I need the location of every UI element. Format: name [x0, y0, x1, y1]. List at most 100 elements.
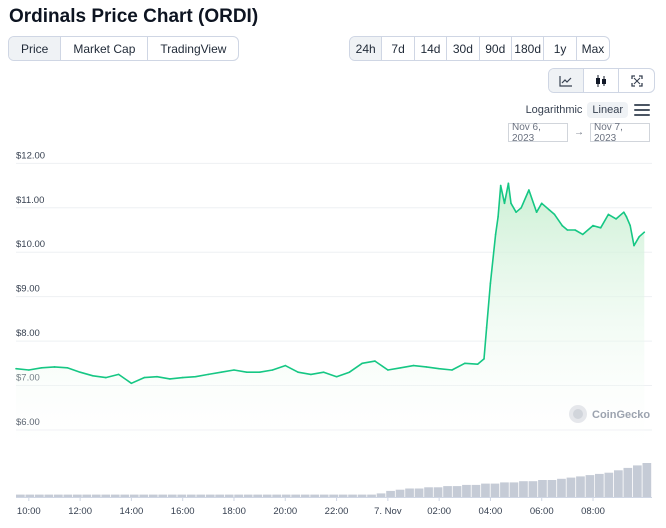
volume-bar	[595, 473, 604, 497]
price-point	[374, 360, 376, 362]
range-1y[interactable]: 1y	[544, 37, 577, 60]
volume-bar	[338, 494, 348, 497]
tab-market-cap[interactable]: Market Cap	[61, 37, 149, 60]
price-point	[633, 244, 635, 247]
volume-bar	[576, 476, 585, 497]
volume-bar	[91, 494, 101, 497]
volume-bar	[186, 494, 196, 497]
price-point	[540, 202, 543, 205]
price-point	[574, 229, 576, 231]
price-point	[535, 211, 538, 213]
volume-bar	[614, 470, 623, 497]
price-point	[335, 375, 338, 378]
price-point	[348, 371, 351, 374]
volume-bar	[73, 494, 82, 497]
volume-bar	[585, 475, 595, 497]
fullscreen-button[interactable]	[619, 69, 654, 92]
price-point	[515, 211, 517, 213]
volume-bar	[310, 494, 319, 497]
price-point	[207, 373, 210, 376]
volume-bar	[604, 472, 614, 497]
volume-bar	[386, 490, 395, 497]
view-tabs: Price Market Cap TradingView	[8, 36, 240, 61]
volume-bar	[566, 477, 576, 497]
y-tick-label: $9.00	[16, 284, 40, 295]
volume-bar	[110, 494, 120, 497]
volume-bar	[25, 494, 35, 497]
range-max[interactable]: Max	[581, 41, 605, 56]
candlestick-icon	[596, 74, 606, 87]
fullscreen-icon	[630, 74, 643, 87]
volume-bar	[167, 494, 177, 497]
scale-logarithmic[interactable]: Logarithmic	[525, 104, 583, 116]
x-tick-label: 14:00	[120, 506, 144, 517]
price-point	[169, 378, 171, 380]
scale-toggle: Logarithmic Linear	[521, 102, 650, 118]
range-30d[interactable]: 30d	[447, 37, 480, 60]
line-chart-button[interactable]	[549, 69, 584, 92]
price-point	[156, 375, 158, 378]
price-point	[53, 366, 56, 368]
menu-icon[interactable]	[634, 104, 650, 116]
x-tick-label: 10:00	[17, 506, 41, 517]
tab-price[interactable]: Price	[9, 37, 62, 60]
range-90d[interactable]: 90d	[480, 37, 512, 60]
price-point	[220, 371, 222, 374]
y-tick-label: $8.00	[16, 328, 40, 339]
volume-bar	[319, 494, 329, 497]
price-area	[16, 183, 645, 451]
tab-tradingview[interactable]: TradingView	[160, 41, 227, 56]
price-point	[528, 189, 530, 191]
volume-bar	[253, 494, 262, 497]
x-tick-label: 06:00	[530, 506, 554, 517]
x-tick-label: 02:00	[427, 506, 451, 517]
price-point	[79, 371, 81, 374]
volume-bar	[500, 482, 509, 497]
date-to-input[interactable]: Nov 7, 2023	[590, 122, 650, 144]
price-point	[485, 327, 488, 329]
x-tick-label: 12:00	[68, 506, 92, 517]
volume-bar	[215, 494, 224, 497]
price-point	[412, 364, 415, 367]
price-point	[507, 182, 510, 185]
price-point	[561, 224, 563, 227]
price-point	[548, 209, 551, 211]
volume-bar	[481, 483, 490, 497]
price-point	[271, 369, 274, 371]
volume-bar	[367, 494, 376, 497]
volume-bar	[63, 494, 73, 497]
range-tabs: 24h 7d 14d 30d 90d 180d 1y Max	[349, 36, 611, 61]
price-point	[476, 363, 479, 366]
price-point	[66, 367, 69, 369]
volume-bar	[376, 493, 386, 497]
volume-bar	[224, 494, 234, 497]
price-point	[494, 233, 497, 236]
volume-bar	[519, 481, 528, 497]
candlestick-button[interactable]	[584, 69, 619, 92]
y-tick-label: $11.00	[16, 195, 44, 206]
price-point	[246, 371, 248, 374]
x-tick-label: 7. Nov	[374, 506, 402, 517]
range-14d[interactable]: 14d	[415, 37, 448, 60]
range-24h[interactable]: 24h	[350, 37, 383, 60]
volume-bar	[101, 494, 111, 497]
price-chart[interactable]: $12.00$11.00$10.00$9.00$8.00$7.00$6.00 C…	[0, 150, 666, 525]
price-point	[438, 367, 440, 370]
price-point	[599, 227, 602, 229]
page-title: Ordinals Price Chart (ORDI)	[9, 6, 259, 27]
price-point	[28, 369, 30, 371]
volume-bar	[443, 486, 452, 497]
volume-bar	[405, 488, 414, 497]
range-7d[interactable]: 7d	[382, 37, 415, 60]
price-point	[592, 224, 594, 227]
volume-bar	[196, 494, 206, 497]
volume-bar	[452, 486, 462, 497]
range-180d[interactable]: 180d	[512, 37, 545, 60]
price-point	[399, 367, 402, 369]
volume-bar	[262, 494, 272, 497]
scale-linear[interactable]: Linear	[587, 102, 628, 118]
volume-bar	[538, 480, 547, 497]
price-point	[451, 369, 453, 371]
volume-bar	[177, 494, 187, 497]
date-from-input[interactable]: Nov 6, 2023	[508, 122, 568, 144]
